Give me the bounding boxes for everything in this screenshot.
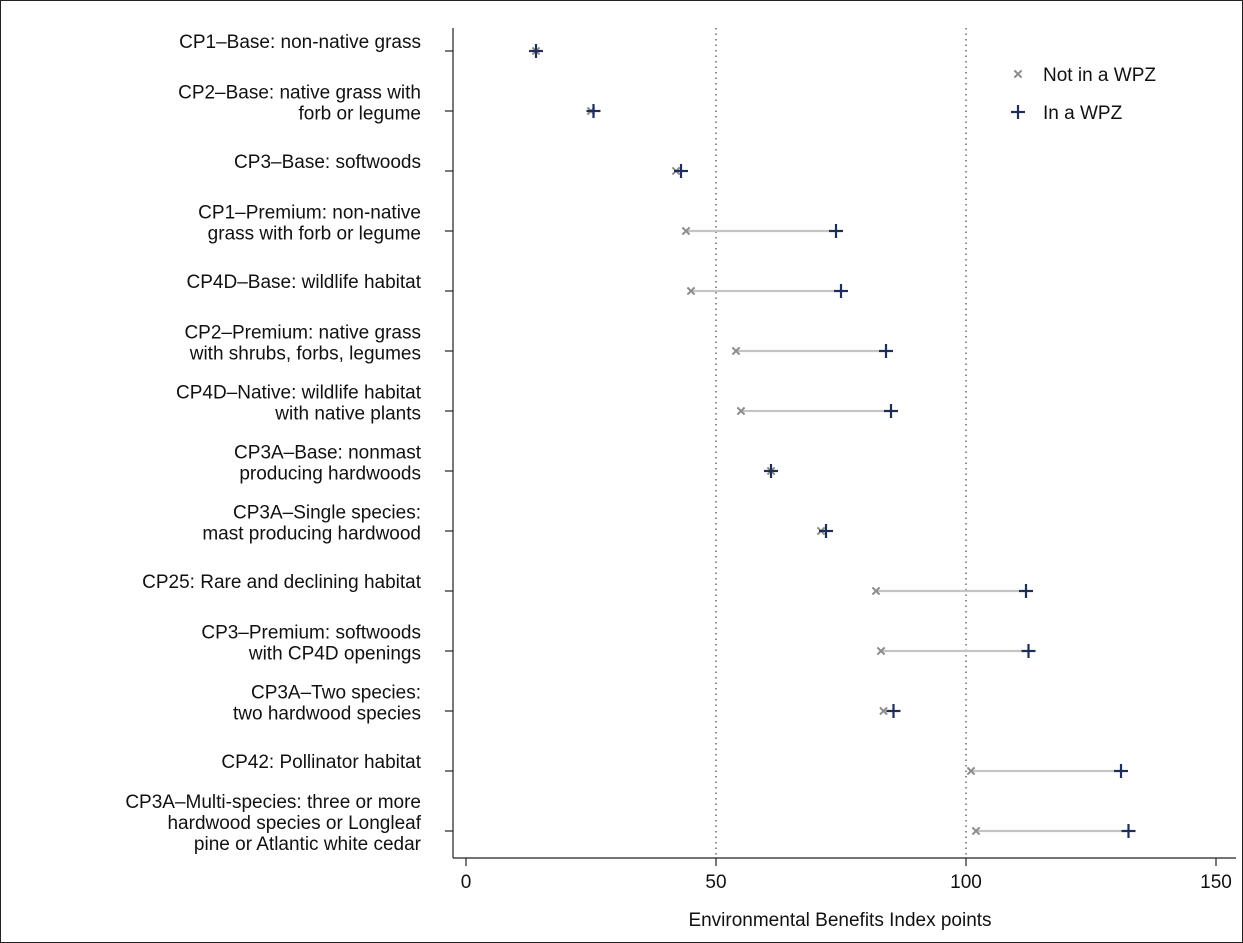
marker-not-in-wpz	[871, 586, 881, 596]
category-label: CP1–Base: non-native grass	[179, 32, 421, 53]
category-label: with shrubs, forbs, legumes	[189, 344, 421, 365]
category-label: CP3–Premium: softwoods	[201, 623, 421, 644]
marker-in-wpz	[1021, 644, 1036, 658]
marker-in-wpz	[829, 224, 843, 238]
marker-not-in-wpz	[879, 706, 888, 716]
legend-label-not-in-wpz: Not in a WPZ	[1043, 65, 1156, 86]
category-label: CP42: Pollinator habitat	[221, 752, 421, 773]
category-label: CP2–Premium: native grass	[184, 323, 421, 344]
axes	[452, 28, 1236, 859]
marker-not-in-wpz	[736, 406, 746, 416]
category-label: pine or Atlantic white cedar	[194, 834, 422, 855]
marker-not-in-wpz	[681, 226, 691, 236]
legend-label-in-wpz: In a WPZ	[1043, 103, 1123, 124]
marker-not-in-wpz	[971, 826, 981, 836]
marker-not-in-wpz	[876, 646, 886, 656]
category-label: two hardwood species	[233, 704, 421, 725]
marker-in-wpz	[819, 524, 833, 538]
marker-in-wpz	[1019, 584, 1033, 598]
category-label: hardwood species or Longleaf	[167, 813, 421, 834]
legend: Not in a WPZ In a WPZ	[1011, 65, 1156, 124]
marker-in-wpz	[1121, 824, 1136, 838]
data-markers	[529, 44, 1136, 838]
marker-in-wpz	[884, 404, 898, 418]
marker-in-wpz	[674, 164, 688, 178]
category-label: CP3A–Two species:	[251, 683, 421, 704]
category-label: CP1–Premium: non-native	[198, 203, 421, 224]
marker-in-wpz	[529, 44, 543, 58]
marker-in-wpz	[879, 344, 893, 358]
category-labels: CP1–Base: non-native grass CP2–Base: nati…	[125, 32, 453, 855]
category-label: mast producing hardwood	[202, 524, 421, 545]
category-label: CP2–Base: native grass with	[178, 83, 421, 104]
x-axis-title: Environmental Benefits Index points	[688, 910, 991, 931]
marker-not-in-wpz	[731, 346, 741, 356]
x-tick-label: 0	[461, 872, 472, 893]
category-label: forb or legume	[298, 104, 421, 125]
marker-in-wpz	[586, 104, 601, 118]
legend-marker-in-wpz	[1011, 105, 1025, 119]
category-label: CP4D–Native: wildlife habitat	[176, 383, 422, 404]
x-tick-label: 150	[1200, 872, 1232, 893]
category-label: grass with forb or legume	[208, 224, 421, 245]
marker-in-wpz	[834, 284, 848, 298]
category-label: with native plants	[274, 404, 421, 425]
marker-not-in-wpz	[966, 766, 976, 776]
marker-in-wpz	[764, 464, 778, 478]
category-label: CP25: Rare and declining habitat	[142, 572, 422, 593]
x-tick-label: 100	[950, 872, 982, 893]
legend-marker-not-in-wpz	[1013, 69, 1023, 79]
category-label: with CP4D openings	[248, 644, 421, 665]
category-label: CP3A–Multi-species: three or more	[125, 792, 421, 813]
reference-lines	[715, 28, 967, 858]
x-tick-label: 50	[705, 872, 726, 893]
marker-in-wpz	[1114, 764, 1128, 778]
category-label: producing hardwoods	[239, 464, 421, 485]
connector-lines	[591, 109, 1129, 833]
x-axis-ticks: 0 50 100 150	[461, 858, 1232, 893]
category-label: CP3A–Single species:	[233, 503, 421, 524]
marker-not-in-wpz	[686, 286, 696, 296]
category-label: CP4D–Base: wildlife habitat	[187, 272, 422, 293]
category-label: CP3–Base: softwoods	[234, 152, 421, 173]
marker-in-wpz	[886, 704, 901, 718]
category-label: CP3A–Base: nonmast	[234, 443, 422, 464]
